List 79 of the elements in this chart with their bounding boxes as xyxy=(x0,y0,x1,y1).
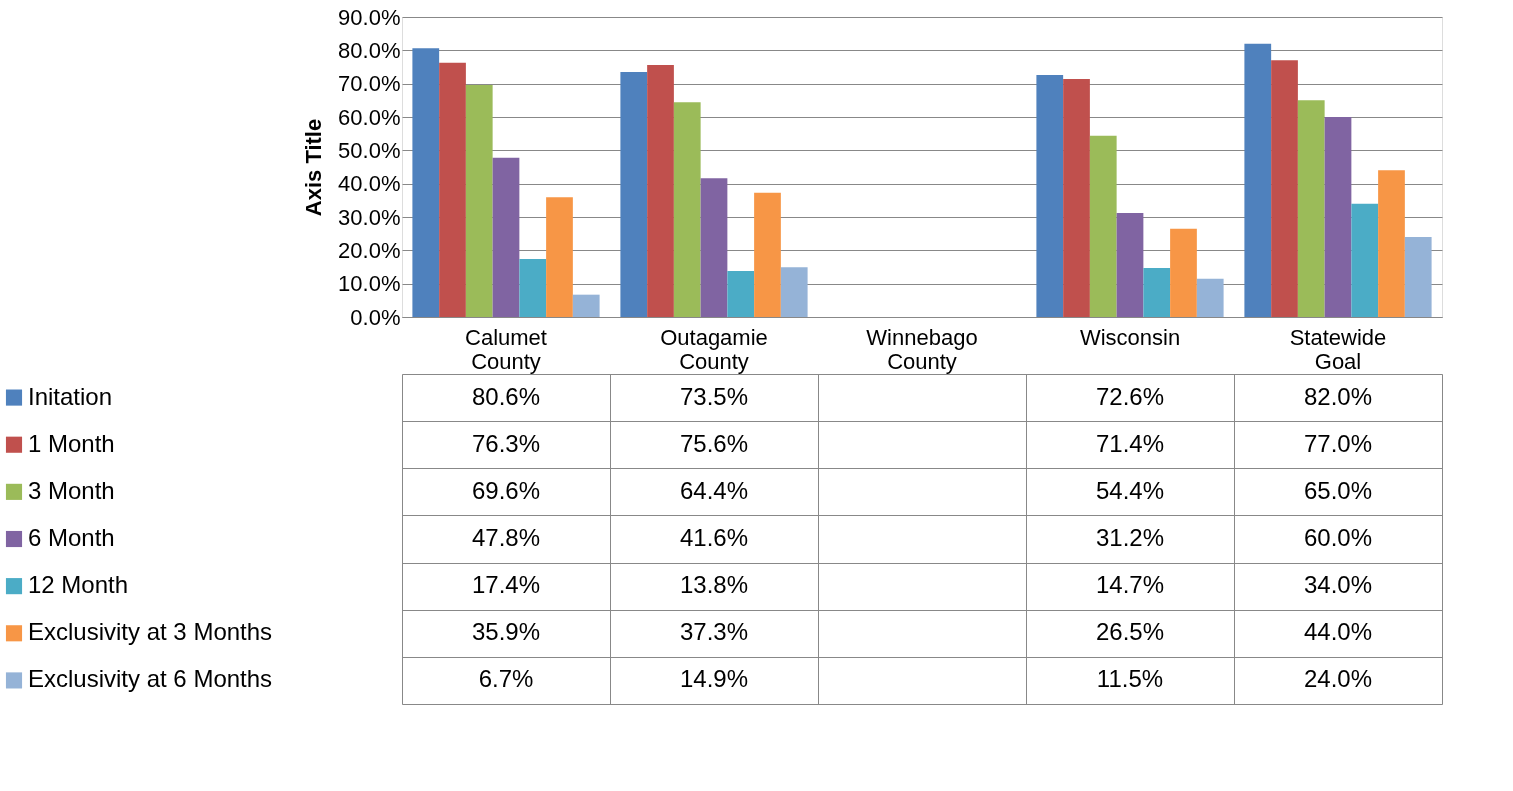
data-label: 71.4% xyxy=(1095,429,1165,457)
bar xyxy=(1404,237,1432,317)
data-label: 11.5% xyxy=(1096,665,1164,693)
data-label: 82.0% xyxy=(1303,382,1373,410)
bar xyxy=(1089,135,1117,317)
data-label: 54.4% xyxy=(1095,476,1165,504)
y-tick-label: 40.0% xyxy=(338,171,401,197)
y-axis-title: Axis Title xyxy=(301,118,327,217)
data-label: 73.5% xyxy=(679,382,749,410)
y-tick-label: 80.0% xyxy=(338,37,401,63)
bar xyxy=(1063,79,1090,317)
y-tick-label: 10.0% xyxy=(338,271,401,297)
x-tick-label: Wisconsin xyxy=(1079,324,1181,350)
bar xyxy=(1297,100,1325,317)
data-label: 6.7% xyxy=(478,665,534,693)
bar xyxy=(546,197,573,317)
legend-label: 1 Month xyxy=(28,429,115,457)
data-label: 26.5% xyxy=(1095,618,1165,646)
y-tick-label: 60.0% xyxy=(338,104,401,130)
data-label: 75.6% xyxy=(679,429,749,457)
data-label: 80.6% xyxy=(471,382,541,410)
x-tick-label: Statewide Goal xyxy=(1289,324,1387,374)
data-label: 24.0% xyxy=(1303,665,1373,693)
bar xyxy=(1036,75,1064,317)
legend-label: Exclusivity at 6 Months xyxy=(28,665,273,693)
data-label: 31.2% xyxy=(1095,524,1165,551)
data-label: 69.6% xyxy=(471,476,541,504)
bar xyxy=(1196,278,1224,317)
data-label: 60.0% xyxy=(1303,524,1373,551)
data-label: 14.9% xyxy=(679,665,749,693)
y-tick-label: 30.0% xyxy=(338,204,401,230)
data-label: 35.9% xyxy=(471,618,541,646)
data-label: 72.6% xyxy=(1095,382,1165,410)
bar xyxy=(1244,43,1272,317)
bar xyxy=(1324,117,1352,317)
data-label: 34.0% xyxy=(1303,571,1373,599)
y-tick-label: 0.0% xyxy=(350,304,401,330)
data-label: 37.3% xyxy=(679,618,749,646)
y-tick-label: 50.0% xyxy=(338,137,401,163)
bar xyxy=(754,192,781,317)
bar xyxy=(700,178,728,317)
bar xyxy=(439,62,466,317)
data-label: 44.0% xyxy=(1303,618,1373,646)
x-tick-label: Outagamie County xyxy=(660,324,768,374)
bar xyxy=(1351,203,1379,317)
data-label: 64.4% xyxy=(679,476,749,504)
x-tick-label: Winnebago County xyxy=(866,324,978,374)
bar xyxy=(1378,170,1405,317)
bar xyxy=(412,48,440,317)
bar xyxy=(465,85,493,317)
legend-label: 12 Month xyxy=(28,571,129,599)
bar xyxy=(1143,268,1171,317)
data-label: 41.6% xyxy=(679,524,749,551)
bar xyxy=(620,72,648,317)
legend-label: 6 Month xyxy=(28,524,115,551)
data-label: 77.0% xyxy=(1303,429,1373,457)
x-tick-label: Calumet County xyxy=(465,324,547,374)
bar xyxy=(647,65,674,317)
data-label: 76.3% xyxy=(471,429,541,457)
bar xyxy=(1170,228,1197,317)
legend-label: 3 Month xyxy=(28,476,115,504)
bar xyxy=(727,271,755,317)
data-label: 13.8% xyxy=(679,571,749,599)
bar xyxy=(572,294,600,317)
bar xyxy=(519,259,547,317)
legend-label: Initation xyxy=(28,382,113,410)
y-tick-label: 70.0% xyxy=(338,71,401,97)
data-label: 17.4% xyxy=(471,571,541,599)
bar xyxy=(492,157,520,317)
data-label: 47.8% xyxy=(471,524,541,551)
data-label: 65.0% xyxy=(1303,476,1373,504)
bar xyxy=(1116,213,1144,317)
data-label: 14.7% xyxy=(1095,571,1165,599)
bar xyxy=(1271,60,1298,317)
bar xyxy=(673,102,701,317)
bar xyxy=(780,267,808,317)
y-tick-label: 90.0% xyxy=(338,4,401,30)
legend-label: Exclusivity at 3 Months xyxy=(28,618,273,646)
y-tick-label: 20.0% xyxy=(338,237,401,263)
